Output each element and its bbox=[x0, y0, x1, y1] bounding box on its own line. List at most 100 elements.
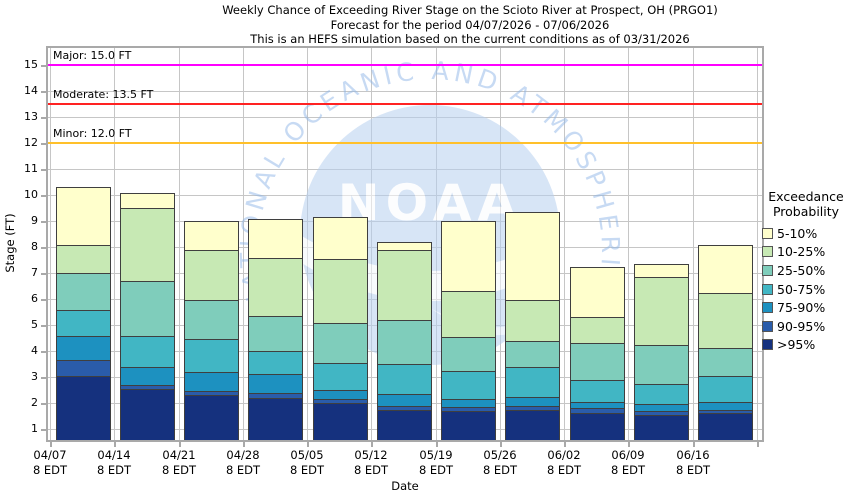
x-tick-mark bbox=[114, 442, 116, 447]
legend-item-75-90%: 75-90% bbox=[762, 298, 850, 317]
legend-item->95%: >95% bbox=[762, 336, 850, 355]
bar-04-07-segment-75-90% bbox=[56, 336, 111, 361]
y-tick-mark bbox=[41, 169, 46, 171]
chart-titles: Weekly Chance of Exceeding River Stage o… bbox=[0, 3, 850, 47]
x-tick-date: 06/09 bbox=[611, 448, 645, 462]
chart-title-line1: Weekly Chance of Exceeding River Stage o… bbox=[222, 3, 718, 17]
chart-title-line2: Forecast for the period 04/07/2026 - 07/… bbox=[330, 17, 610, 32]
x-tick-time: 8 EDT bbox=[546, 463, 582, 477]
bar-06-02-segment-25-50% bbox=[570, 343, 625, 381]
legend-swatch-75-90% bbox=[762, 302, 773, 314]
x-tick-mark bbox=[564, 442, 566, 447]
x-tick-mark bbox=[436, 442, 438, 447]
x-tick-time: 8 EDT bbox=[96, 463, 132, 477]
legend-items: 5-10% 10-25% 25-50% 50-75% 75-90% 90-95% >95% bbox=[762, 224, 850, 354]
bar-06-16-segment-5-10% bbox=[698, 245, 753, 294]
x-tick-label: 05/05 8 EDT bbox=[274, 448, 340, 478]
bar-06-09-segment-5-10% bbox=[634, 264, 689, 278]
bar-05-12-segment-5-10% bbox=[377, 242, 432, 251]
y-tick-mark bbox=[41, 273, 46, 275]
legend-item-10-25%: 10-25% bbox=[762, 243, 850, 262]
x-tick-mark bbox=[371, 442, 373, 447]
y-tick-label: 6 bbox=[31, 292, 38, 305]
x-tick-label: 04/21 8 EDT bbox=[146, 448, 212, 478]
x-tick-label: 06/09 8 EDT bbox=[595, 448, 661, 478]
x-axis-title: Date bbox=[391, 479, 419, 493]
gridline-vertical bbox=[243, 48, 244, 440]
bar-06-09-segment-25-50% bbox=[634, 345, 689, 385]
bar-04-21-segment-10-25% bbox=[184, 250, 239, 301]
legend-label: 5-10% bbox=[777, 225, 818, 241]
y-tick-mark bbox=[41, 143, 46, 145]
y-tick-label: 1 bbox=[31, 422, 38, 435]
x-tick-date: 04/14 bbox=[97, 448, 131, 462]
x-tick-time: 8 EDT bbox=[675, 463, 711, 477]
legend-swatch-5-10% bbox=[762, 227, 773, 239]
bar-05-26-segment-25-50% bbox=[505, 341, 560, 368]
y-tick-label: 9 bbox=[31, 214, 38, 227]
bar-04-07-segment->95% bbox=[56, 376, 111, 440]
x-tick-mark bbox=[50, 442, 52, 447]
legend-swatch-90-95% bbox=[762, 320, 773, 332]
legend-item-25-50%: 25-50% bbox=[762, 261, 850, 280]
bar-04-28-segment-25-50% bbox=[248, 316, 303, 352]
legend-title-line2: Probability bbox=[772, 203, 840, 219]
x-tick-time: 8 EDT bbox=[289, 463, 325, 477]
y-tick-label: 5 bbox=[31, 318, 38, 331]
x-tick-date: 06/02 bbox=[547, 448, 581, 462]
x-tick-date: 05/19 bbox=[419, 448, 453, 462]
bar-04-28-segment-5-10% bbox=[248, 219, 303, 259]
bar-04-28-segment-10-25% bbox=[248, 258, 303, 317]
y-tick-mark bbox=[41, 221, 46, 223]
bar-05-05-segment->95% bbox=[313, 403, 368, 440]
flood-moderate-label: Moderate: 13.5 FT bbox=[53, 88, 154, 101]
y-tick-label: 10 bbox=[24, 188, 38, 201]
bar-06-16-segment-10-25% bbox=[698, 293, 753, 349]
x-tick-mark bbox=[500, 442, 502, 447]
x-tick-time: 8 EDT bbox=[610, 463, 646, 477]
y-tick-mark bbox=[41, 403, 46, 405]
x-tick-label: 04/14 8 EDT bbox=[81, 448, 147, 478]
legend-item-90-95%: 90-95% bbox=[762, 317, 850, 336]
x-tick-date: 04/28 bbox=[226, 448, 260, 462]
legend-label: 25-50% bbox=[777, 262, 826, 278]
x-tick-label: 05/19 8 EDT bbox=[403, 448, 469, 478]
legend-swatch-25-50% bbox=[762, 264, 773, 276]
x-tick-date: 05/05 bbox=[290, 448, 324, 462]
y-axis-title: Stage (FT) bbox=[3, 213, 17, 273]
legend-swatch-10-25% bbox=[762, 246, 773, 258]
x-tick-mark bbox=[243, 442, 245, 447]
y-tick-mark bbox=[41, 91, 46, 93]
x-tick-date: 05/12 bbox=[354, 448, 388, 462]
x-tick-mark bbox=[628, 442, 630, 447]
bar-05-12-segment-50-75% bbox=[377, 364, 432, 395]
x-tick-label: 06/16 8 EDT bbox=[660, 448, 726, 478]
bar-04-21-segment-5-10% bbox=[184, 221, 239, 251]
gridline-vertical bbox=[114, 48, 115, 440]
bar-06-02-segment-10-25% bbox=[570, 317, 625, 344]
gridline-vertical bbox=[564, 48, 565, 440]
y-tick-label: 13 bbox=[24, 110, 38, 123]
gridline-vertical bbox=[50, 48, 51, 440]
y-tick-mark bbox=[41, 351, 46, 353]
legend-item-5-10%: 5-10% bbox=[762, 224, 850, 243]
bar-04-14-segment-5-10% bbox=[120, 193, 175, 209]
y-tick-label: 8 bbox=[31, 240, 38, 253]
bar-04-07-segment-5-10% bbox=[56, 187, 111, 246]
y-tick-label: 7 bbox=[31, 266, 38, 279]
x-tick-time: 8 EDT bbox=[161, 463, 197, 477]
chart-title-line3: This is an HEFS simulation based on the … bbox=[250, 32, 690, 46]
x-tick-label: 06/02 8 EDT bbox=[531, 448, 597, 478]
legend-item-50-75%: 50-75% bbox=[762, 280, 850, 299]
legend-label: >95% bbox=[777, 337, 816, 353]
x-tick-date: 04/21 bbox=[162, 448, 196, 462]
y-tick-label: 4 bbox=[31, 344, 38, 357]
y-tick-mark bbox=[41, 117, 46, 119]
legend-label: 75-90% bbox=[777, 300, 826, 316]
bar-05-12-segment-10-25% bbox=[377, 250, 432, 321]
y-tick-mark bbox=[41, 65, 46, 67]
y-tick-mark bbox=[41, 299, 46, 301]
y-tick-label: 14 bbox=[24, 84, 38, 97]
gridline-vertical bbox=[628, 48, 629, 440]
bar-05-12-segment->95% bbox=[377, 410, 432, 440]
